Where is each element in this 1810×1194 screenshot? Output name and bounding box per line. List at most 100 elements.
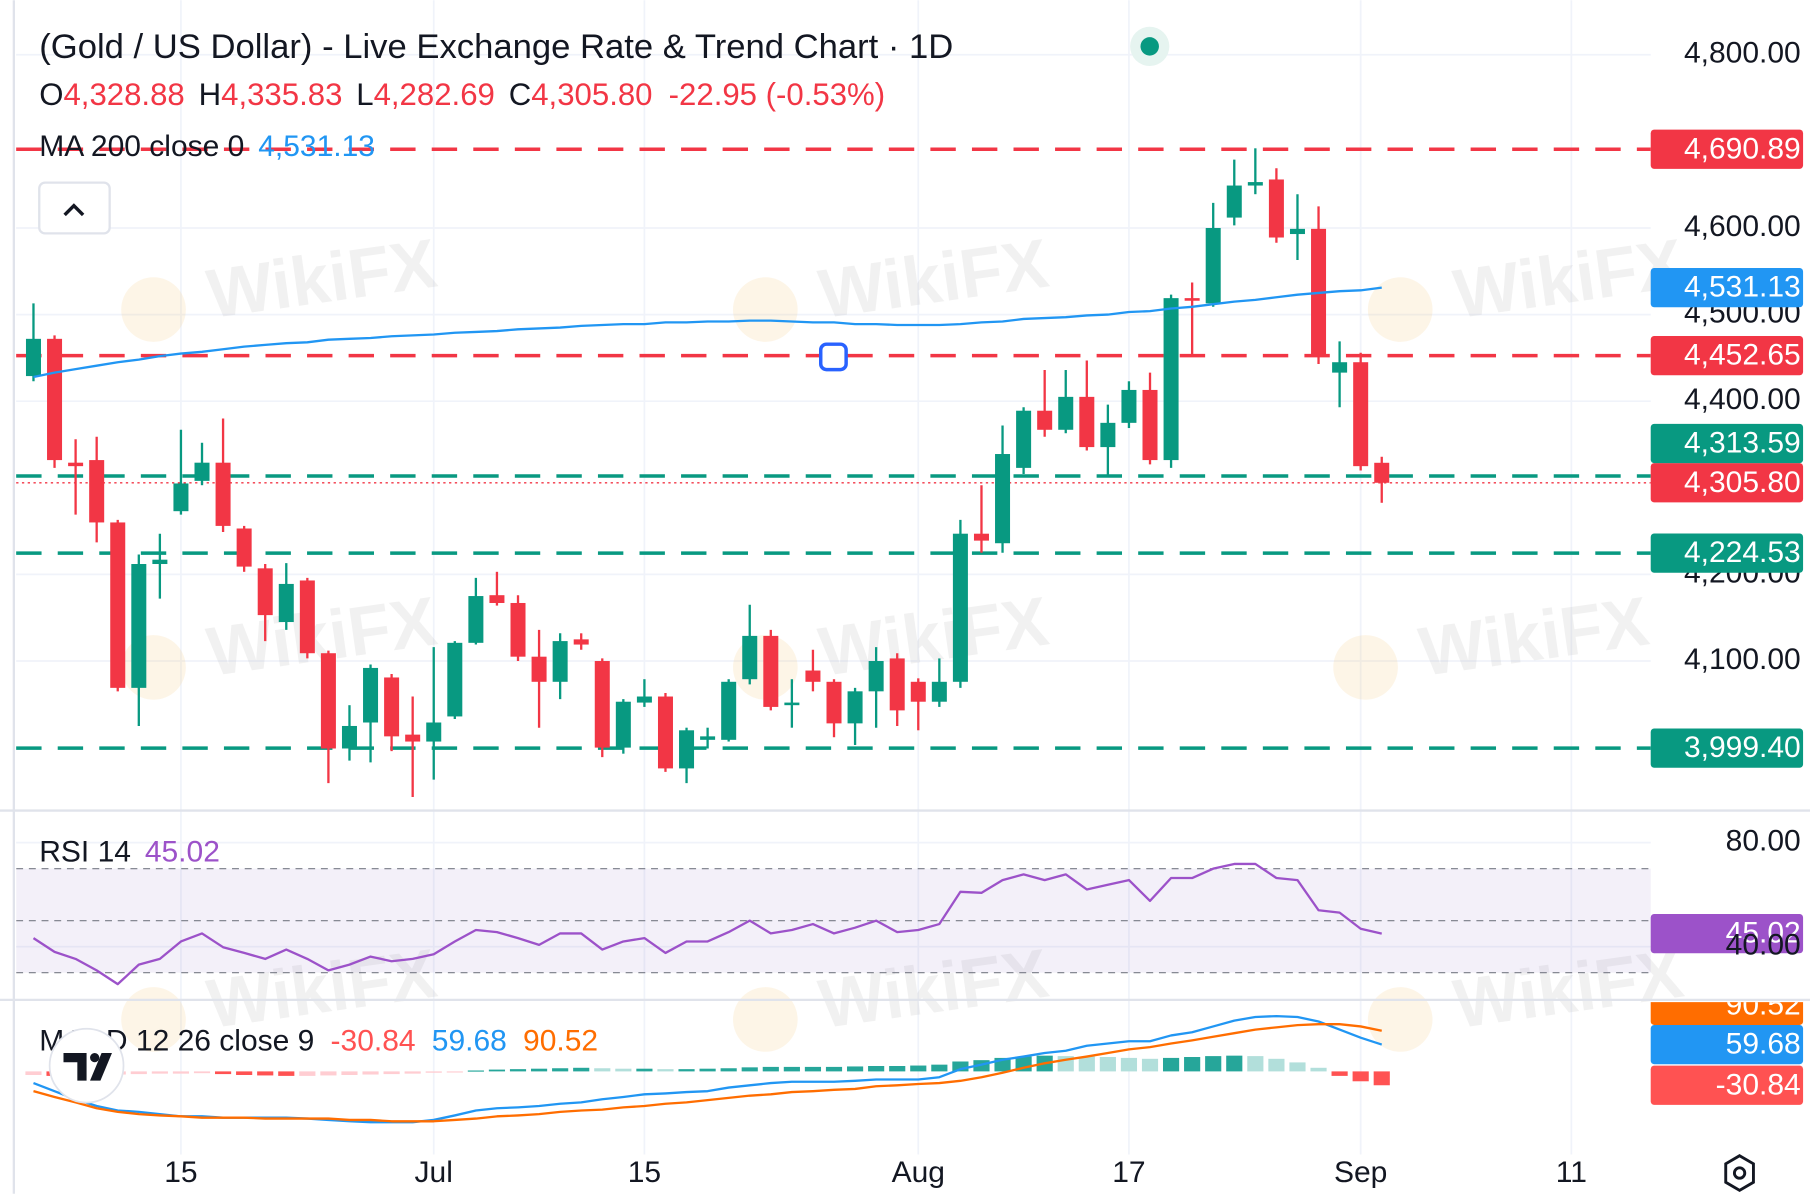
macd-histogram-bar [278,1071,295,1076]
macd-histogram-bar [783,1066,800,1072]
macd-histogram-bar [573,1067,590,1072]
macd-histogram-bar [341,1071,358,1075]
tradingview-logo[interactable] [48,1027,125,1104]
candle-body [489,595,505,603]
macd-histogram-bar [193,1071,211,1074]
rsi-label: RSI 14 [39,835,131,868]
macd-histogram-bar [1184,1057,1201,1072]
legend-line: O4,328.88 H4,335.83 L4,282.69 C4,305.80 -22.… [39,77,885,112]
candle-body [341,725,357,749]
candle-body [1374,462,1390,483]
macd-histogram-bar [825,1066,843,1072]
watermark-logo [1367,987,1433,1052]
macd-histogram-bar [910,1065,927,1072]
candle-body [320,653,336,749]
candle-body [973,533,989,541]
candle-body [510,602,526,657]
macd-histogram-bar [362,1071,379,1075]
watermark-logo [1367,277,1433,342]
ohlc-key: H [199,77,222,112]
price-tags: 4,305.80 4,690.89 4,531.13 4,452.65 4,313.59… [1650,129,1804,768]
candle-body [1332,362,1348,373]
settings-icon[interactable] [1724,1154,1755,1192]
signal-value: 90.52 [523,1024,598,1057]
macd-histogram-bar [846,1066,864,1072]
macd-histogram-bar [1226,1055,1243,1072]
rsi-pane: 45.02 [16,862,1804,986]
macd-histogram-bar [1205,1056,1222,1072]
rsi-value: 45.02 [145,835,220,868]
macd-histogram-bar [931,1064,948,1072]
macd-histogram-bar [804,1066,822,1072]
candle-body [952,533,968,682]
candle-body [763,635,779,707]
watermark-logo [121,635,186,700]
candle-body [1121,389,1137,423]
candle-body [363,667,379,723]
macd-histogram-bar [636,1068,653,1072]
candle-body [89,460,105,523]
macd-histogram-bar [530,1068,548,1072]
collapse-button[interactable] [38,181,111,235]
candle-body [215,462,231,526]
macd-histogram-bar [952,1061,969,1072]
candle-body [173,483,189,512]
macd-histogram-bar [1141,1058,1159,1072]
macd-histogram-bar [1099,1057,1116,1072]
watermark-logo [121,277,186,342]
macd-histogram-bar [552,1068,569,1072]
macd-histogram-bar [1078,1056,1095,1072]
ohlc-value: 4,282.69 [374,77,495,112]
ma-line [33,286,1382,379]
candle-body [1226,185,1242,218]
candle-body [1205,227,1221,304]
candle-body [784,702,800,706]
candle-body [615,701,631,748]
candle-body [110,522,126,688]
macd-histogram-bar [383,1071,400,1075]
macd-pane: -30.84 59.68 90.52 [25,1002,1804,1124]
candle-body [299,580,315,654]
candle-body [468,596,484,643]
candle-body [700,736,716,740]
candle-body [1142,389,1158,461]
logo-glyph [90,1052,112,1081]
macd-histogram-bar [1373,1071,1390,1086]
y-tick-label: 4,800.00 [1684,37,1801,70]
watermark-logo [1333,635,1398,700]
candle-body [236,528,252,567]
macd-histogram-bar [889,1065,906,1072]
logo-glyph [90,1052,100,1063]
macd-histogram-bar [172,1071,190,1074]
candle-body [552,641,568,682]
alert-marker[interactable] [819,342,848,372]
candle-body [384,677,400,737]
ohlc-value: 4,335.83 [221,77,342,112]
price-tag-label: 3,999.40 [1684,731,1801,764]
candle-body [1016,410,1032,468]
ohlc-value: 4,328.88 [63,77,184,112]
candle-body [1058,396,1074,430]
macd-histogram-bar [1268,1058,1285,1072]
settings-button[interactable] [1724,1154,1755,1192]
price-tag-label: 59.68 [1726,1028,1801,1061]
price-tag-label: 45.02 [1726,917,1801,950]
candle-body [1184,298,1200,301]
ohlc-key: C [509,77,532,112]
grid [16,0,1651,1155]
macd-histogram-bar [741,1067,758,1072]
candle-body [995,454,1011,544]
price-tag [1650,728,1804,768]
candle-body [47,338,63,461]
macd-hist-value: -30.84 [331,1024,416,1057]
x-tick-label: 11 [1556,1156,1587,1189]
change-value: -22.95 (-0.53%) [669,77,885,112]
price-tag [1650,423,1804,464]
signal-line [33,1023,1382,1123]
candle-body [1163,298,1179,461]
candle-body [931,681,947,702]
x-tick-label: 17 [1112,1156,1145,1189]
rsi-line [32,862,1383,986]
candle-body [152,559,168,565]
